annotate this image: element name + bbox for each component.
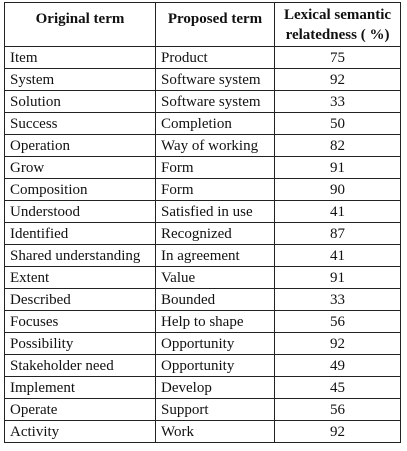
cell-proposed-term: Software system [155,90,275,113]
table-row: Shared understanding In agreement 41 [4,244,401,267]
cell-original-term: Described [4,288,156,311]
cell-proposed-term: Develop [155,376,275,399]
table-row: Extent Value 91 [4,266,401,289]
cell-proposed-term: Product [155,46,275,69]
cell-proposed-term: Software system [155,68,275,91]
cell-original-term: Understood [4,200,156,223]
cell-proposed-term: Opportunity [155,354,275,377]
cell-relatedness: 75 [274,46,401,69]
cell-original-term: Operation [4,134,156,157]
cell-relatedness: 49 [274,354,401,377]
cell-original-term: Grow [4,156,156,179]
cell-proposed-term: Completion [155,112,275,135]
cell-proposed-term: Help to shape [155,310,275,333]
table-row: Implement Develop 45 [4,376,401,399]
cell-relatedness: 50 [274,112,401,135]
table-row: Grow Form 91 [4,156,401,179]
cell-proposed-term: Bounded [155,288,275,311]
terms-table-container: Original term Proposed term Lexical sema… [4,2,401,443]
table-header: Original term Proposed term Lexical sema… [4,2,401,47]
header-row: Original term Proposed term Lexical sema… [4,2,401,47]
cell-original-term: Activity [4,420,156,443]
cell-relatedness: 87 [274,222,401,245]
table-row: Described Bounded 33 [4,288,401,311]
table-row: Identified Recognized 87 [4,222,401,245]
table-row: System Software system 92 [4,68,401,91]
cell-proposed-term: Work [155,420,275,443]
cell-relatedness: 91 [274,156,401,179]
cell-relatedness: 92 [274,68,401,91]
cell-relatedness: 56 [274,310,401,333]
cell-relatedness: 92 [274,420,401,443]
cell-proposed-term: In agreement [155,244,275,267]
table-row: Success Completion 50 [4,112,401,135]
terms-table: Original term Proposed term Lexical sema… [4,2,401,443]
cell-original-term: Item [4,46,156,69]
cell-proposed-term: Form [155,156,275,179]
table-row: Item Product 75 [4,46,401,69]
cell-original-term: Implement [4,376,156,399]
cell-relatedness: 33 [274,90,401,113]
cell-relatedness: 91 [274,266,401,289]
cell-original-term: Possibility [4,332,156,355]
table-row: Activity Work 92 [4,420,401,443]
cell-original-term: Solution [4,90,156,113]
cell-relatedness: 82 [274,134,401,157]
cell-proposed-term: Opportunity [155,332,275,355]
header-lexical-semantic-relatedness: Lexical semantic relatedness ( %) [274,2,401,47]
cell-relatedness: 56 [274,398,401,421]
cell-original-term: Composition [4,178,156,201]
cell-original-term: Success [4,112,156,135]
table-row: Operation Way of working 82 [4,134,401,157]
cell-original-term: Extent [4,266,156,289]
table-row: Operate Support 56 [4,398,401,421]
table-row: Focuses Help to shape 56 [4,310,401,333]
cell-original-term: Operate [4,398,156,421]
cell-relatedness: 45 [274,376,401,399]
cell-relatedness: 41 [274,200,401,223]
cell-relatedness: 92 [274,332,401,355]
table-row: Composition Form 90 [4,178,401,201]
cell-relatedness: 41 [274,244,401,267]
header-proposed-term: Proposed term [155,2,275,47]
cell-original-term: Shared understanding [4,244,156,267]
table-row: Stakeholder need Opportunity 49 [4,354,401,377]
cell-proposed-term: Value [155,266,275,289]
cell-proposed-term: Support [155,398,275,421]
cell-proposed-term: Form [155,178,275,201]
table-row: Understood Satisfied in use 41 [4,200,401,223]
cell-proposed-term: Recognized [155,222,275,245]
cell-original-term: System [4,68,156,91]
cell-relatedness: 90 [274,178,401,201]
header-original-term: Original term [4,2,156,47]
cell-proposed-term: Way of working [155,134,275,157]
table-body: Item Product 75 System Software system 92 Solu… [4,46,401,443]
cell-proposed-term: Satisfied in use [155,200,275,223]
cell-relatedness: 33 [274,288,401,311]
cell-original-term: Focuses [4,310,156,333]
cell-original-term: Identified [4,222,156,245]
cell-original-term: Stakeholder need [4,354,156,377]
table-row: Solution Software system 33 [4,90,401,113]
table-row: Possibility Opportunity 92 [4,332,401,355]
